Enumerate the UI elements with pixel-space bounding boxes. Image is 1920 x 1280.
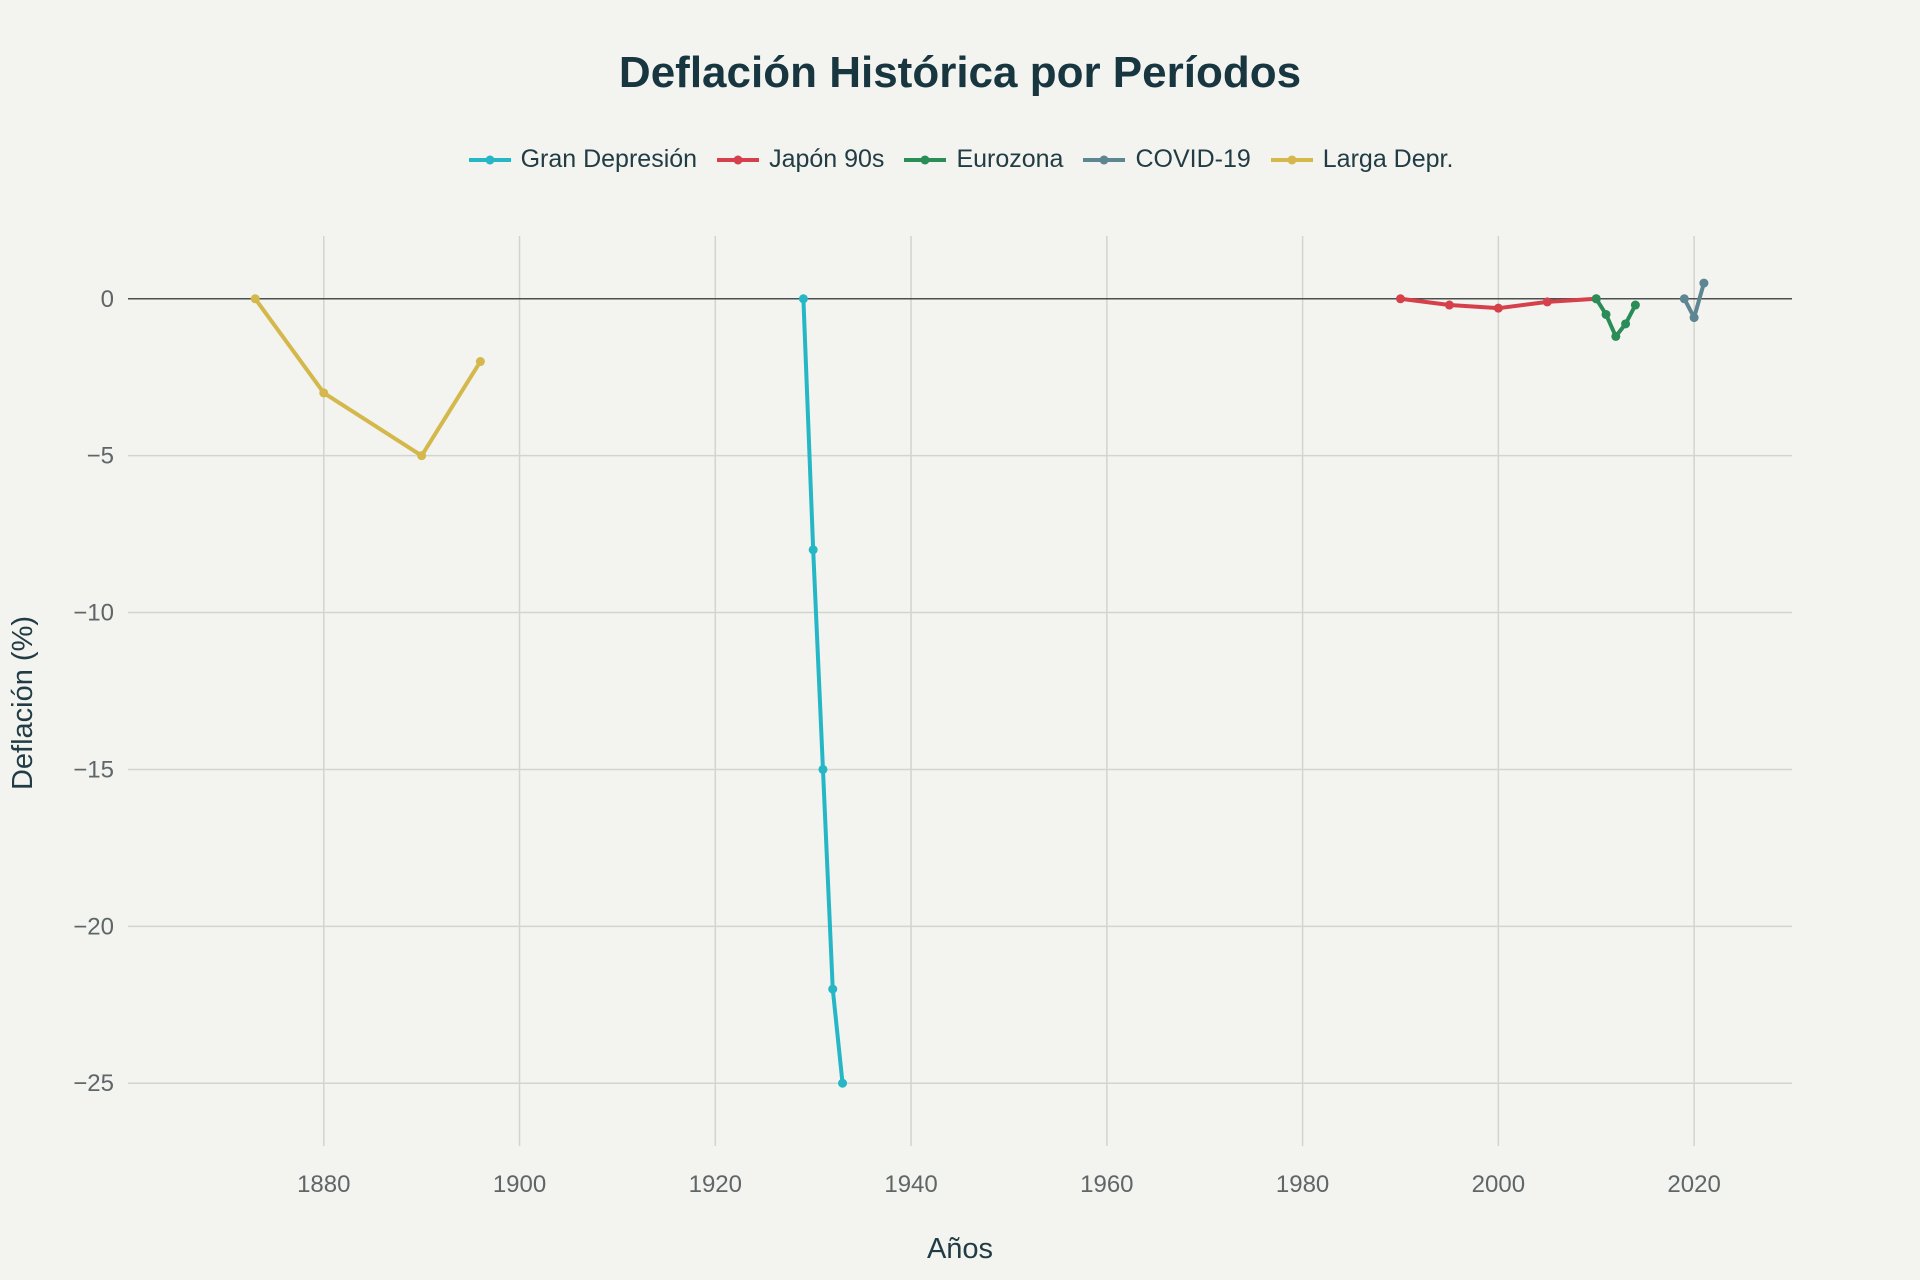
- data-point-covid-19: [1679, 294, 1689, 304]
- series-line-gran-depresion: [801, 296, 845, 1086]
- data-point-japon-90s: [1493, 303, 1503, 313]
- x-tick-label: 2020: [1667, 1171, 1720, 1198]
- legend-label: Gran Depresión: [520, 145, 698, 173]
- legend-item[interactable]: Gran Depresión: [467, 145, 697, 174]
- legend-swatch: [904, 155, 947, 164]
- data-point-gran-depresion: [838, 1078, 848, 1088]
- data-point-eurozona: [1630, 300, 1640, 310]
- data-point-eurozona: [1611, 331, 1621, 341]
- legend-swatch: [717, 155, 760, 164]
- legend-label: Larga Depr.: [1322, 145, 1454, 173]
- x-tick-label: 1980: [1276, 1171, 1329, 1198]
- data-point-gran-depresion: [818, 764, 828, 774]
- data-point-japon-90s: [1395, 294, 1405, 304]
- legend-label: Eurozona: [956, 145, 1064, 173]
- x-tick-label: 1960: [1080, 1171, 1133, 1198]
- y-tick-label: −5: [87, 443, 114, 470]
- data-point-covid-19: [1699, 278, 1709, 288]
- series-line-eurozona: [1594, 296, 1638, 339]
- x-tick-label: 1900: [493, 1171, 546, 1198]
- y-axis-title: Deflación (%): [7, 616, 39, 790]
- data-point-eurozona: [1601, 309, 1611, 319]
- series-line-larga-depr: [253, 296, 483, 458]
- data-point-larga-depr: [319, 388, 329, 398]
- x-tick-label: 1940: [884, 1171, 937, 1198]
- legend-label: Japón 90s: [769, 145, 885, 173]
- chart-title: Deflación Histórica por Períodos: [618, 48, 1302, 97]
- y-tick-label: −15: [73, 756, 114, 783]
- y-tick-label: −25: [73, 1070, 114, 1097]
- legend-swatch: [468, 155, 511, 164]
- data-point-gran-depresion: [798, 294, 808, 304]
- legend-item[interactable]: Eurozona: [902, 145, 1063, 174]
- data-point-eurozona: [1621, 319, 1631, 329]
- y-tick-label: −20: [73, 913, 114, 940]
- y-tick-label: 0: [101, 286, 114, 313]
- data-point-gran-depresion: [828, 984, 838, 994]
- x-tick-label: 1880: [297, 1171, 350, 1198]
- data-point-covid-19: [1689, 313, 1699, 323]
- legend-swatch: [1270, 155, 1313, 164]
- y-tick-label: −10: [73, 600, 114, 627]
- legend-label: COVID-19: [1135, 145, 1251, 173]
- data-point-japon-90s: [1542, 297, 1552, 307]
- data-point-larga-depr: [417, 451, 427, 461]
- x-axis-title: Años: [927, 1233, 993, 1265]
- legend-item[interactable]: Larga Depr.: [1269, 145, 1454, 174]
- data-point-gran-depresion: [808, 545, 818, 555]
- data-point-japon-90s: [1444, 300, 1454, 310]
- data-point-larga-depr: [475, 357, 485, 367]
- data-point-eurozona: [1591, 294, 1601, 304]
- x-tick-label: 2000: [1472, 1171, 1525, 1198]
- legend-item[interactable]: Japón 90s: [715, 145, 884, 174]
- legend: Gran Depresión Japón 90s Eurozona COVID-19 L…: [0, 145, 1920, 174]
- data-point-larga-depr: [250, 294, 260, 304]
- x-tick-label: 1920: [689, 1171, 742, 1198]
- legend-item[interactable]: COVID-19: [1081, 145, 1251, 174]
- legend-swatch: [1083, 155, 1126, 164]
